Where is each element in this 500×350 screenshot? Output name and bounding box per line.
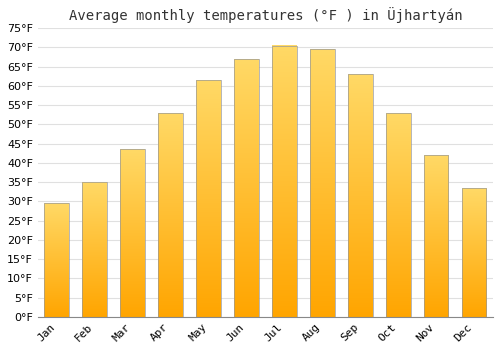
Bar: [424, 155, 448, 317]
Bar: [120, 149, 145, 317]
Bar: [234, 59, 259, 317]
Bar: [310, 49, 334, 317]
Bar: [44, 203, 69, 317]
Title: Average monthly temperatures (°F ) in Üjhartyán: Average monthly temperatures (°F ) in Üj…: [68, 7, 462, 23]
Bar: [272, 46, 296, 317]
Bar: [82, 182, 107, 317]
Bar: [462, 188, 486, 317]
Bar: [158, 113, 183, 317]
Bar: [348, 75, 372, 317]
Bar: [386, 113, 410, 317]
Bar: [196, 80, 221, 317]
